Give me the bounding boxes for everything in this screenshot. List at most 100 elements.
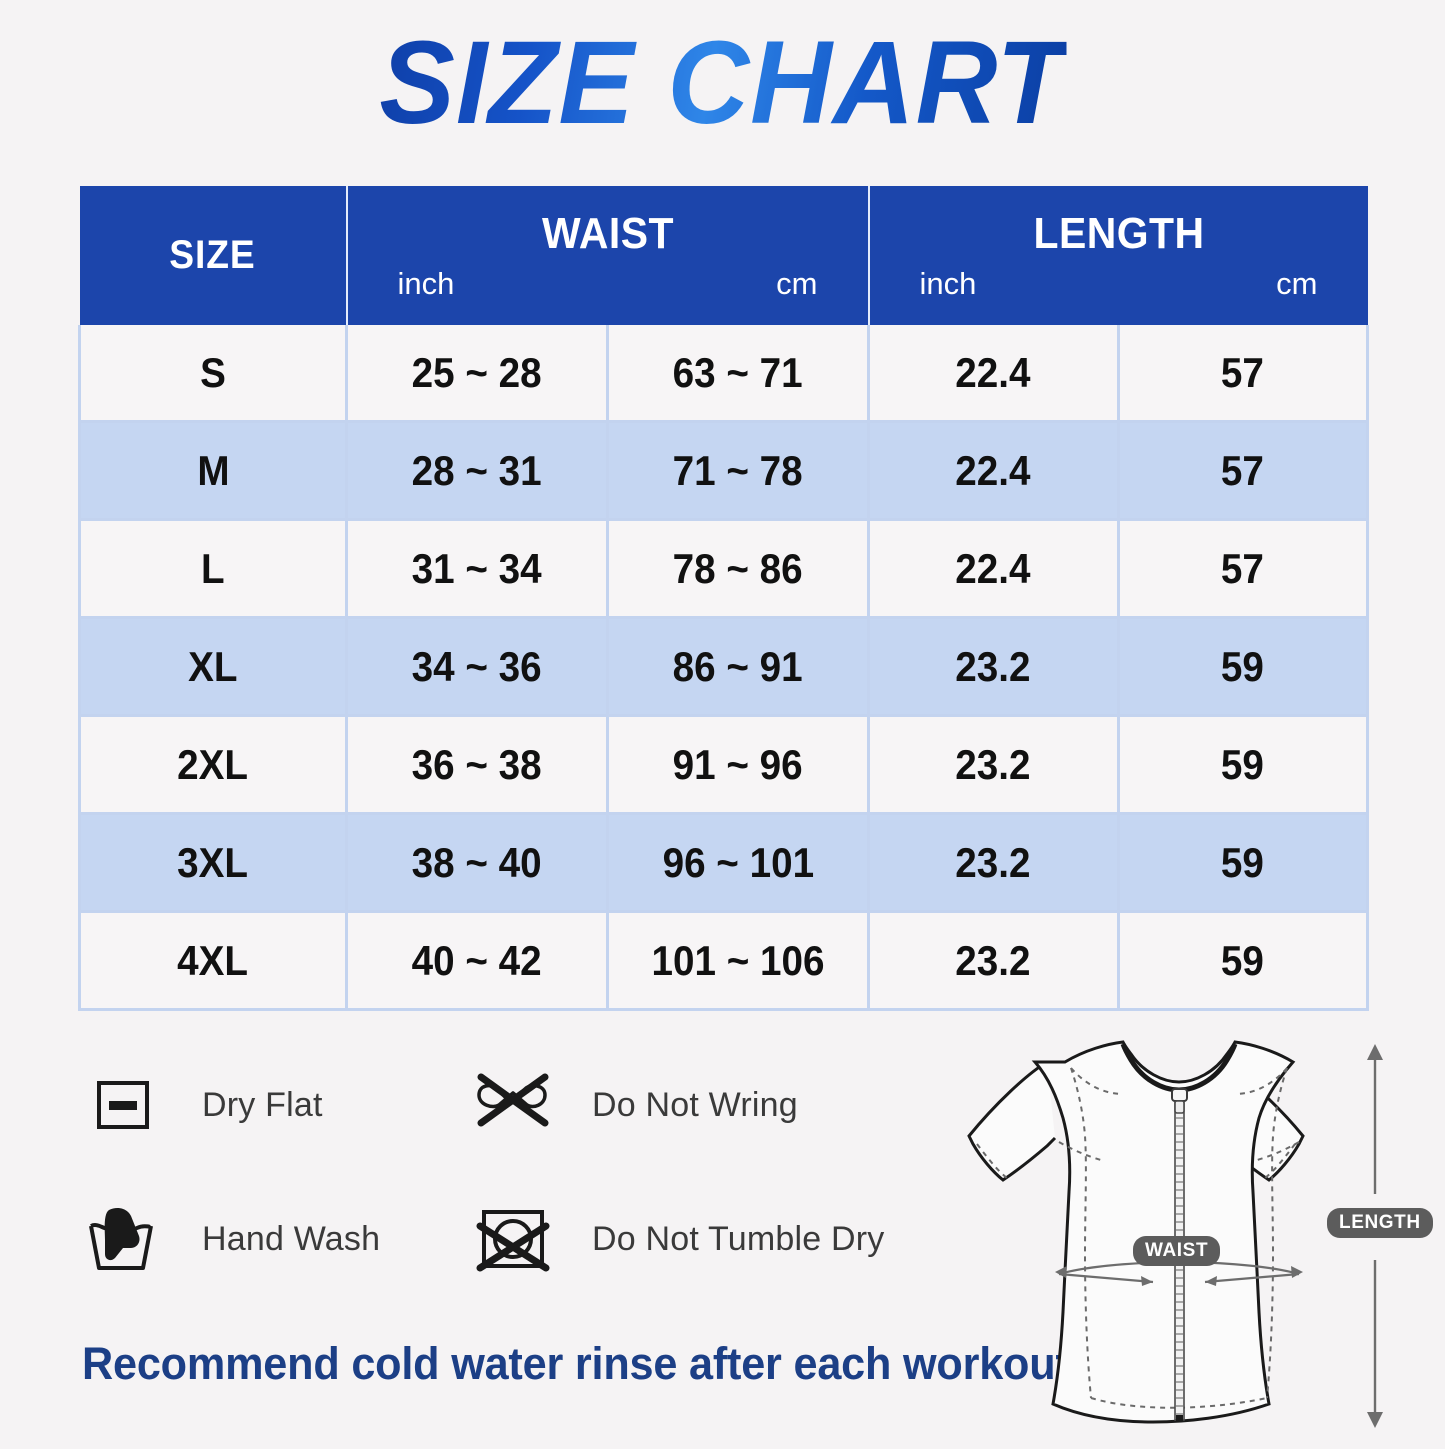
table-row: 4XL 40 ~ 42 101 ~ 106 23.2 59 (78, 911, 1369, 1011)
dry-flat-icon (80, 1062, 166, 1148)
header-waist: WAIST inch cm (346, 186, 870, 325)
cell-waist-inch: 28 ~ 31 (346, 421, 609, 521)
cell-length-inch: 22.4 (868, 325, 1120, 423)
cell-text: 36 ~ 38 (411, 740, 543, 788)
cell-text: 59 (1221, 642, 1265, 690)
table-row: XL 34 ~ 36 86 ~ 91 23.2 59 (78, 617, 1369, 717)
table-row: 3XL 38 ~ 40 96 ~ 101 23.2 59 (78, 813, 1369, 913)
cell-size: XL (78, 617, 348, 717)
size-chart-table: SIZE WAIST inch cm LENGTH inch cm S 25 ~ … (78, 186, 1369, 1011)
cell-waist-inch: 31 ~ 34 (346, 519, 609, 619)
cell-text: 91 ~ 96 (672, 740, 804, 788)
cell-waist-cm: 101 ~ 106 (607, 911, 870, 1011)
page-title: SIZE CHART (378, 17, 1067, 149)
length-badge: LENGTH (1327, 1208, 1433, 1238)
cell-size: S (78, 325, 348, 423)
cell-length-inch: 23.2 (868, 813, 1120, 913)
cell-size: 3XL (78, 813, 348, 913)
table-header: SIZE WAIST inch cm LENGTH inch cm (79, 186, 1368, 325)
cell-text: 25 ~ 28 (411, 348, 543, 396)
cell-waist-cm: 91 ~ 96 (607, 715, 870, 815)
cell-size: 2XL (78, 715, 348, 815)
waist-badge: WAIST (1133, 1236, 1221, 1266)
cell-length-cm: 59 (1118, 813, 1369, 913)
recommendation-text: Recommend cold water rinse after each wo… (82, 1338, 1082, 1389)
cell-text: 101 ~ 106 (651, 936, 825, 984)
cell-text: S (200, 348, 226, 396)
header-waist-label: WAIST (541, 209, 674, 258)
header-length-inch: inch (919, 266, 977, 301)
cell-text: 40 ~ 42 (411, 936, 543, 984)
cell-length-inch: 23.2 (868, 715, 1120, 815)
cell-text: 34 ~ 36 (411, 642, 543, 690)
cell-text: 78 ~ 86 (672, 544, 804, 592)
table-row: 2XL 36 ~ 38 91 ~ 96 23.2 59 (78, 715, 1369, 815)
care-label-do-not-tumble-dry: Do Not Tumble Dry (592, 1219, 885, 1258)
cell-length-inch: 23.2 (868, 617, 1120, 717)
care-label-dry-flat: Dry Flat (202, 1085, 323, 1124)
cell-waist-inch: 34 ~ 36 (346, 617, 609, 717)
header-waist-units: inch cm (348, 268, 868, 299)
cell-text: 57 (1221, 348, 1265, 396)
care-item-do-not-tumble-dry: Do Not Tumble Dry (470, 1196, 950, 1282)
cell-waist-cm: 71 ~ 78 (607, 421, 870, 521)
cell-text: 3XL (177, 838, 249, 886)
cell-text: 57 (1221, 446, 1265, 494)
cell-text: 2XL (177, 740, 249, 788)
cell-length-cm: 57 (1118, 325, 1369, 423)
header-waist-cm: cm (776, 266, 818, 301)
care-item-dry-flat: Dry Flat (80, 1062, 470, 1148)
cell-text: 23.2 (955, 838, 1031, 886)
header-length-units: inch cm (870, 268, 1368, 299)
cell-waist-cm: 86 ~ 91 (607, 617, 870, 717)
cell-text: 57 (1221, 544, 1265, 592)
cell-length-cm: 59 (1118, 715, 1369, 815)
garment-illustration (967, 1040, 1383, 1428)
table-row: S 25 ~ 28 63 ~ 71 22.4 57 (78, 325, 1369, 423)
cell-text: 38 ~ 40 (411, 838, 543, 886)
cell-text: 59 (1221, 740, 1265, 788)
cell-text: 22.4 (955, 544, 1031, 592)
garment-measurement-diagram: WAIST LENGTH (955, 1032, 1433, 1444)
care-row-1: Dry Flat Do Not Wring (80, 1062, 960, 1148)
cell-text: 23.2 (955, 740, 1031, 788)
header-size-label: SIZE (169, 233, 256, 277)
cell-size: 4XL (78, 911, 348, 1011)
cell-waist-inch: 38 ~ 40 (346, 813, 609, 913)
cell-text: 23.2 (955, 642, 1031, 690)
cell-length-inch: 22.4 (868, 519, 1120, 619)
cell-text: 63 ~ 71 (672, 348, 804, 396)
cell-length-cm: 59 (1118, 911, 1369, 1011)
cell-text: 23.2 (955, 936, 1031, 984)
cell-waist-cm: 78 ~ 86 (607, 519, 870, 619)
do-not-wring-icon (470, 1062, 556, 1148)
cell-size: L (78, 519, 348, 619)
care-label-do-not-wring: Do Not Wring (592, 1085, 798, 1124)
hand-wash-icon (80, 1196, 166, 1282)
cell-text: 22.4 (955, 348, 1031, 396)
cell-text: M (196, 446, 230, 494)
cell-text: 28 ~ 31 (411, 446, 543, 494)
cell-text: XL (188, 642, 238, 690)
header-length-cm: cm (1276, 266, 1318, 301)
cell-waist-inch: 36 ~ 38 (346, 715, 609, 815)
cell-length-cm: 59 (1118, 617, 1369, 717)
header-waist-inch: inch (397, 266, 455, 301)
header-length: LENGTH inch cm (868, 186, 1368, 325)
cell-length-cm: 57 (1118, 421, 1369, 521)
table-row: L 31 ~ 34 78 ~ 86 22.4 57 (78, 519, 1369, 619)
do-not-tumble-dry-icon (470, 1196, 556, 1282)
length-arrow (1367, 1044, 1383, 1428)
cell-waist-cm: 63 ~ 71 (607, 325, 870, 423)
cell-length-inch: 23.2 (868, 911, 1120, 1011)
cell-text: 71 ~ 78 (672, 446, 804, 494)
care-label-hand-wash: Hand Wash (202, 1219, 381, 1258)
cell-text: 4XL (177, 936, 249, 984)
table-row: M 28 ~ 31 71 ~ 78 22.4 57 (78, 421, 1369, 521)
cell-length-cm: 57 (1118, 519, 1369, 619)
cell-text: 22.4 (955, 446, 1031, 494)
header-length-label: LENGTH (1032, 209, 1205, 258)
care-instructions: Dry Flat Do Not Wring Hand W (80, 1062, 960, 1330)
cell-text: L (201, 544, 225, 592)
cell-text: 59 (1221, 838, 1265, 886)
